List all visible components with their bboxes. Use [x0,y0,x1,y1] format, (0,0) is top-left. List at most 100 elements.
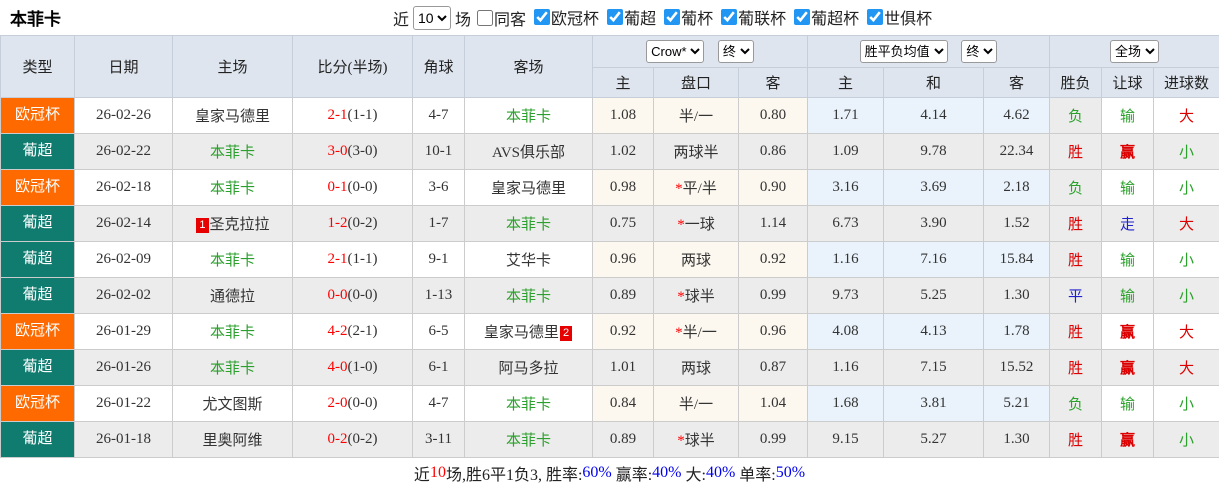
matches-tbody: 欧冠杯 26-02-26 皇家马德里 2-1(1-1) 4-7 本菲卡 1.08 半/一 0.8… [0,97,1219,458]
score-cell: 4-0(1-0) [292,349,413,386]
team-name[interactable]: 本菲卡 [505,433,551,449]
league-checkbox[interactable] [794,9,811,25]
team-name[interactable]: 本菲卡 [505,397,551,413]
home-team-cell[interactable]: 1 圣克拉拉 [172,205,293,242]
team-name[interactable]: 阿马多拉 [498,361,559,377]
changed-odds-star: * [677,433,685,449]
corner-cell: 3-11 [412,421,465,458]
away-team-cell[interactable]: 艾华卡 [464,241,593,278]
home-team-cell[interactable]: 通德拉 [172,277,293,314]
winloss-cell: 平 [1049,277,1103,314]
avg-type-select[interactable]: 胜平负均值 [859,40,948,63]
avg-away-cell: 15.52 [983,349,1051,386]
team-name[interactable]: 通德拉 [209,289,255,305]
team-name[interactable]: 艾华卡 [505,253,551,269]
team-name[interactable]: 本菲卡 [209,325,255,341]
league-checkbox[interactable] [607,9,624,25]
away-team-cell[interactable]: 本菲卡 [464,97,593,134]
rank-badge: 1 [196,218,209,233]
corner-cell: 6-1 [412,349,465,386]
table-row: 欧冠杯 26-01-29 本菲卡 4-2(2-1) 6-5 皇家马德里 2 0.92 *半/一 0… [0,313,1219,350]
team-name[interactable]: 皇家马德里 [483,325,559,341]
halftime-score: (0-0) [347,287,378,303]
winloss-cell: 负 [1049,385,1103,422]
away-team-cell[interactable]: 本菲卡 [464,421,593,458]
avg-home-cell: 1.16 [807,349,885,386]
odds-home-cell: 0.75 [592,205,654,242]
halftime-score: (0-2) [347,431,378,447]
avg-away-cell: 1.78 [983,313,1051,350]
league-checkbox[interactable] [534,9,551,25]
avg-state-select[interactable]: 终 [961,40,998,63]
away-team-cell[interactable]: 皇家马德里 [464,169,593,206]
home-team-cell[interactable]: 皇家马德里 [172,97,293,134]
team-name[interactable]: 本菲卡 [209,145,255,161]
scope-header-cell: 全场 [1049,35,1219,68]
team-name[interactable]: 本菲卡 [209,181,255,197]
handicap-result-cell: 输 [1101,385,1155,422]
subheader-winloss: 胜负 [1049,67,1103,98]
away-team-cell[interactable]: 皇家马德里 2 [464,313,593,350]
team-name[interactable]: 尤文图斯 [202,397,263,413]
score-cell: 2-1(1-1) [292,97,413,134]
team-name[interactable]: AVS俱乐部 [491,145,566,161]
recent-count-select[interactable]: 10 [413,5,452,30]
home-team-cell[interactable]: 尤文图斯 [172,385,293,422]
odds-home-cell: 0.96 [592,241,654,278]
handicap-cell: 两球半 [653,133,739,170]
halftime-score: (3-0) [347,143,378,159]
avg-away-cell: 1.30 [983,421,1051,458]
league-filter-葡超杯[interactable]: 葡超杯 [786,5,859,29]
same-venue-option[interactable]: 同客 [471,6,526,30]
home-team-cell[interactable]: 本菲卡 [172,133,293,170]
odds-company-select[interactable]: Crow* [646,40,705,63]
scope-select[interactable]: 全场 [1110,40,1160,63]
home-team-cell[interactable]: 本菲卡 [172,169,293,206]
handicap-cell: *球半 [653,277,739,314]
league-filter-欧冠杯[interactable]: 欧冠杯 [526,5,599,29]
league-filter-葡联杯[interactable]: 葡联杯 [713,5,786,29]
table-row: 葡超 26-02-14 1 圣克拉拉 1-2(0-2) 1-7 本菲卡 0.75 *一球 1.14… [0,205,1219,242]
league-checkbox[interactable] [721,9,738,25]
odds-header-cell: Crow* 终 [591,35,809,68]
summary-segment: 60% [582,464,612,481]
league-checkbox[interactable] [664,9,681,25]
league-filter-葡超[interactable]: 葡超 [599,5,656,29]
league-filter-葡杯[interactable]: 葡杯 [656,5,713,29]
handicap-cell: *半/一 [653,313,739,350]
team-name[interactable]: 本菲卡 [505,109,551,125]
subheader-odds-away: 客 [737,67,809,98]
filter-controls: 近 10 场 同客 欧冠杯 葡超 葡杯 葡联杯 葡超杯 世俱杯 [393,0,932,35]
away-team-cell[interactable]: 本菲卡 [464,385,593,422]
same-venue-checkbox[interactable] [477,9,494,26]
home-team-cell[interactable]: 本菲卡 [172,313,293,350]
team-name[interactable]: 本菲卡 [209,361,255,377]
away-team-cell[interactable]: 本菲卡 [464,277,593,314]
halftime-score: (0-2) [347,215,378,231]
winloss-cell: 胜 [1049,205,1103,242]
odds-state-select[interactable]: 终 [717,40,754,63]
league-type-cell: 欧冠杯 [0,97,75,134]
home-team-cell[interactable]: 里奥阿维 [172,421,293,458]
team-name[interactable]: 圣克拉拉 [209,217,270,233]
avg-away-cell: 5.21 [983,385,1051,422]
league-checkbox[interactable] [867,9,884,25]
team-name[interactable]: 里奥阿维 [202,433,263,449]
team-name[interactable]: 本菲卡 [505,217,551,233]
changed-odds-star: * [677,289,685,305]
league-filter-世俱杯[interactable]: 世俱杯 [859,5,932,29]
away-team-cell[interactable]: 阿马多拉 [464,349,593,386]
corner-cell: 1-7 [412,205,465,242]
team-name[interactable]: 皇家马德里 [194,109,270,125]
away-team-cell[interactable]: 本菲卡 [464,205,593,242]
home-team-cell[interactable]: 本菲卡 [172,349,293,386]
team-name[interactable]: 本菲卡 [505,289,551,305]
home-team-cell[interactable]: 本菲卡 [172,241,293,278]
handicap-cell: 两球 [653,241,739,278]
team-name[interactable]: 皇家马德里 [490,181,566,197]
away-team-cell[interactable]: AVS俱乐部 [464,133,593,170]
league-label: 葡联杯 [738,11,787,28]
fulltime-score: 4-0 [327,359,348,375]
avg-away-cell: 22.34 [983,133,1051,170]
team-name[interactable]: 本菲卡 [209,253,255,269]
